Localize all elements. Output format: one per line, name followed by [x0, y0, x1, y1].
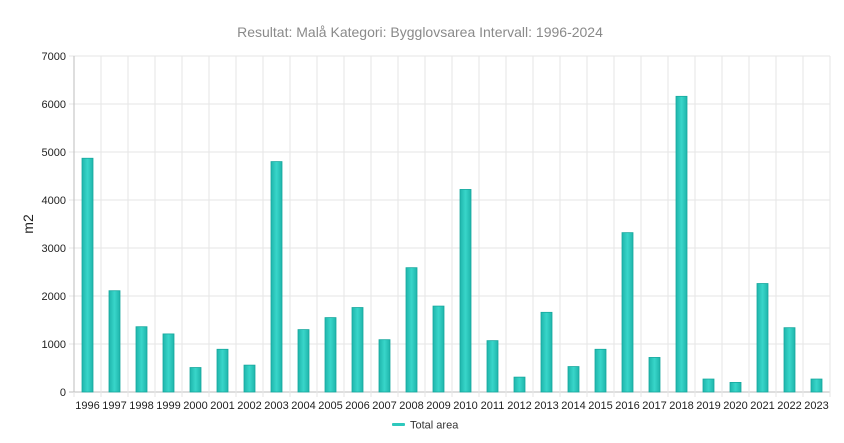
x-tick-label: 2000	[183, 400, 207, 412]
x-tick-label: 2020	[723, 400, 747, 412]
bar-2023	[810, 378, 823, 393]
bar-2018	[675, 95, 688, 393]
bar-2020	[729, 381, 742, 393]
bar-2003	[270, 161, 283, 393]
x-tick-label: 2019	[696, 400, 720, 412]
x-axis-ticks: 1996 1997 1998 1999 2000 2001 2002 2003 2004 2005…	[75, 400, 828, 412]
bar-2008	[405, 267, 418, 393]
x-tick-label: 2014	[561, 400, 585, 412]
x-tick-label: 2009	[426, 400, 450, 412]
bar-1998	[135, 326, 148, 393]
bar-2022	[783, 327, 796, 393]
legend[interactable]: Total area	[392, 420, 459, 432]
x-tick-label: 1997	[102, 400, 126, 412]
chart-title: Resultat: Malå Kategori: Bygglovsarea In…	[237, 24, 603, 40]
x-tick-label: 2003	[264, 400, 288, 412]
y-tick-label: 6000	[42, 99, 66, 111]
y-tick-label: 0	[60, 387, 66, 399]
legend-label: Total area	[410, 420, 459, 432]
x-tick-label: 2007	[372, 400, 396, 412]
x-tick-label: 2018	[669, 400, 693, 412]
x-tick-label: 2004	[291, 400, 315, 412]
bar-2017	[648, 357, 661, 393]
x-tick-label: 2005	[318, 400, 342, 412]
bar-1999	[162, 333, 175, 393]
x-tick-label: 2017	[642, 400, 666, 412]
bar-2016	[621, 232, 634, 393]
x-tick-label: 2011	[481, 400, 505, 412]
x-tick-label: 2002	[237, 400, 261, 412]
x-tick-label: 1999	[156, 400, 180, 412]
y-tick-label: 1000	[42, 339, 66, 351]
bar-2000	[189, 367, 202, 393]
x-tick-label: 2016	[615, 400, 639, 412]
y-axis-ticks: 0 1000 2000 3000 4000 5000 6000 7000	[42, 51, 66, 399]
bar-2009	[432, 305, 445, 393]
x-tick-label: 2015	[588, 400, 612, 412]
y-tick-label: 2000	[42, 291, 66, 303]
x-tick-label: 2021	[750, 400, 774, 412]
y-tick-label: 3000	[42, 243, 66, 255]
y-tick-label: 5000	[42, 147, 66, 159]
bar-2005	[324, 317, 337, 393]
bar-2012	[513, 376, 526, 393]
x-tick-label: 1998	[129, 400, 153, 412]
y-tick-label: 7000	[42, 51, 66, 63]
bar-2001	[216, 348, 229, 393]
x-tick-label: 2010	[453, 400, 477, 412]
bar-2007	[378, 339, 391, 393]
x-tick-label: 2008	[399, 400, 423, 412]
x-tick-label: 2023	[804, 400, 828, 412]
x-tick-label: 2001	[210, 400, 234, 412]
bars	[81, 95, 823, 393]
bar-1996	[81, 157, 94, 393]
x-tick-label: 1996	[75, 400, 99, 412]
bar-2013	[540, 311, 553, 393]
bar-2019	[702, 378, 715, 393]
x-tick-label: 2022	[777, 400, 801, 412]
bar-2011	[486, 340, 499, 393]
bar-1997	[108, 290, 121, 393]
x-tick-label: 2012	[507, 400, 531, 412]
y-tick-label: 4000	[42, 195, 66, 207]
bar-2004	[297, 329, 310, 393]
bar-2006	[351, 307, 364, 393]
bar-2010	[459, 189, 472, 393]
legend-swatch	[392, 423, 405, 426]
bar-2021	[756, 283, 769, 393]
grid	[69, 55, 831, 397]
bar-2014	[567, 366, 580, 393]
x-tick-label: 2013	[534, 400, 558, 412]
x-tick-label: 2006	[345, 400, 369, 412]
bar-2002	[243, 364, 256, 393]
y-axis-label: m2	[20, 214, 36, 234]
bar-2015	[594, 348, 607, 393]
